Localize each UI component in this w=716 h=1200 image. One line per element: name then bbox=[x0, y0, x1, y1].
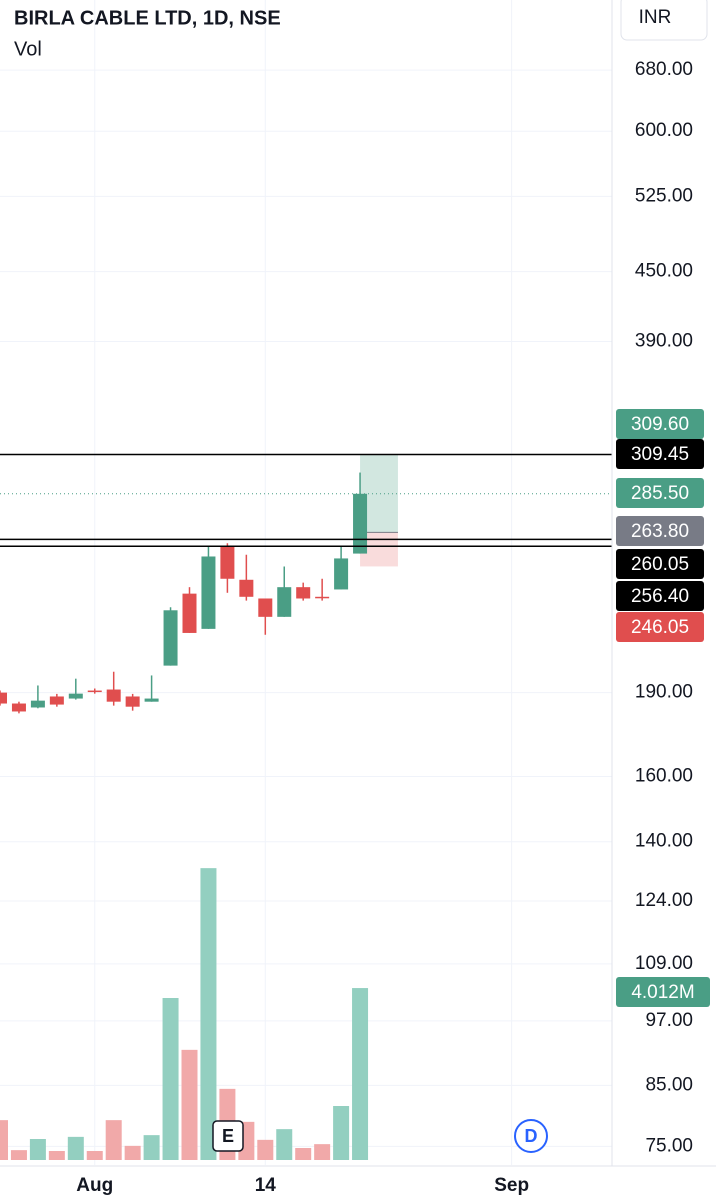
y-tick-label: 390.00 bbox=[635, 331, 693, 352]
x-tick-label: Aug bbox=[76, 1175, 113, 1196]
candle-body bbox=[125, 696, 140, 707]
y-tick-label: 109.00 bbox=[635, 953, 693, 974]
volume-bar bbox=[352, 988, 369, 1160]
volume-badge-label: 4.012M bbox=[631, 982, 694, 1003]
volume-bar bbox=[181, 1049, 198, 1160]
price-badge-label: 260.05 bbox=[631, 554, 689, 575]
price-badge bbox=[616, 409, 704, 439]
y-tick-label: 85.00 bbox=[645, 1074, 693, 1095]
price-badge-label: 246.05 bbox=[631, 617, 689, 638]
candle-body bbox=[144, 698, 159, 702]
candle-body bbox=[49, 696, 64, 705]
currency-box[interactable] bbox=[620, 0, 708, 41]
volume-bar bbox=[10, 1150, 27, 1160]
volume-bar bbox=[276, 1129, 293, 1160]
volume-bar bbox=[143, 1135, 160, 1160]
y-tick-label: 97.00 bbox=[645, 1010, 693, 1031]
price-badge-label: 309.45 bbox=[631, 444, 689, 465]
price-badge-label: 285.50 bbox=[631, 483, 689, 504]
y-tick-label: 140.00 bbox=[635, 831, 693, 852]
price-badge bbox=[616, 439, 704, 469]
volume-bar bbox=[333, 1106, 350, 1160]
candle-layer bbox=[0, 472, 368, 714]
candle-body bbox=[30, 700, 45, 708]
dividend-marker[interactable] bbox=[514, 1119, 548, 1153]
y-tick-label: 160.00 bbox=[635, 766, 693, 787]
y-tick-label: 124.00 bbox=[635, 890, 693, 911]
candle-body bbox=[220, 545, 235, 579]
volume-bar bbox=[200, 868, 217, 1160]
level-lines bbox=[0, 453, 612, 548]
volume-layer bbox=[0, 868, 369, 1160]
volume-bar bbox=[29, 1139, 46, 1160]
candle-body bbox=[0, 692, 7, 704]
candle-body bbox=[277, 587, 292, 617]
candle-body bbox=[106, 689, 121, 702]
y-tick-label: 450.00 bbox=[635, 261, 693, 282]
currency: INR bbox=[639, 7, 672, 28]
volume-bar bbox=[314, 1144, 331, 1160]
volume-bar bbox=[67, 1136, 84, 1160]
candle-body bbox=[163, 610, 178, 666]
axis-layer: 680.00 600.00 525.00 450.00 390.00 190.00 160.… bbox=[76, 59, 710, 1196]
candle-body bbox=[315, 596, 330, 599]
candle-body bbox=[353, 493, 368, 554]
price-badge bbox=[616, 612, 704, 642]
price-badge-label: 263.80 bbox=[631, 521, 689, 542]
y-tick-label: 190.00 bbox=[635, 682, 693, 703]
volume-bar bbox=[295, 1148, 312, 1160]
y-tick-label: 75.00 bbox=[645, 1135, 693, 1156]
volume-bar bbox=[86, 1151, 103, 1160]
volume-badge bbox=[616, 977, 710, 1008]
candle-body bbox=[296, 587, 311, 599]
y-tick-label: 600.00 bbox=[635, 120, 693, 141]
y-tick-label: 680.00 bbox=[635, 59, 693, 80]
volume-bar bbox=[48, 1151, 65, 1160]
grid-layer bbox=[0, 0, 612, 1165]
price-badge bbox=[616, 581, 704, 611]
candle-body bbox=[239, 579, 254, 597]
event-marker-label: D bbox=[525, 1126, 538, 1146]
candle-body bbox=[334, 558, 349, 590]
chart-title: BIRLA CABLE LTD, 1D, NSE bbox=[14, 7, 281, 29]
volume-bar bbox=[105, 1120, 122, 1160]
candle-body bbox=[201, 556, 216, 629]
candle-body bbox=[258, 598, 273, 617]
earnings-marker[interactable] bbox=[212, 1120, 244, 1152]
x-tick-label: 14 bbox=[255, 1175, 277, 1196]
volume-bar bbox=[124, 1145, 141, 1160]
volume-label: Vol bbox=[14, 38, 42, 60]
price-badge-label: 309.60 bbox=[631, 414, 689, 435]
candle-body bbox=[11, 703, 26, 712]
candle-body bbox=[68, 693, 83, 699]
volume-bar bbox=[257, 1139, 274, 1160]
y-tick-label: 525.00 bbox=[635, 185, 693, 206]
candle-body bbox=[87, 690, 102, 693]
price-badge bbox=[616, 549, 704, 579]
price-badge bbox=[616, 516, 704, 546]
price-badge-label: 256.40 bbox=[631, 586, 689, 607]
volume-bar bbox=[0, 1120, 8, 1160]
price-badge bbox=[616, 478, 704, 508]
volume-bar bbox=[162, 998, 179, 1160]
x-tick-label: Sep bbox=[494, 1175, 529, 1196]
candle-body bbox=[182, 593, 197, 633]
event-marker-label: E bbox=[222, 1126, 234, 1146]
time-scale-bg bbox=[0, 1166, 716, 1200]
